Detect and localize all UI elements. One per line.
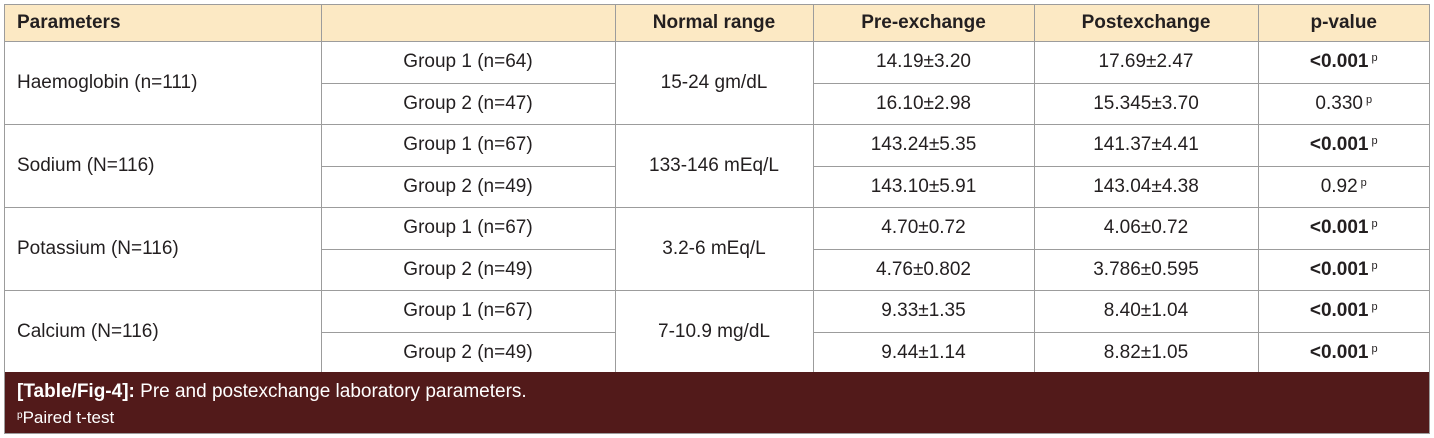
pre-exchange-cell: 14.19±3.20 [812, 41, 1035, 84]
p-value-cell: <0.001 p [1257, 248, 1429, 291]
parameter-cell: Calcium (N=116) [5, 290, 322, 374]
header-row: Parameters Normal range Pre-exchange Pos… [5, 5, 1429, 42]
p-value-cell: <0.001 p [1257, 331, 1429, 374]
caption-label: [Table/Fig-4]: [17, 381, 135, 402]
p-value: <0.001 [1309, 217, 1369, 239]
group-cell: Group 1 (n=67) [320, 207, 616, 250]
group-cell: Group 1 (n=64) [320, 41, 616, 84]
p-value-mark: p [1365, 93, 1373, 106]
p-value-cell: <0.001 p [1257, 124, 1429, 167]
header-normal-range: Normal range [614, 5, 814, 42]
table-row: Sodium (N=116) Group 1 (n=67) 133-146 mE… [5, 124, 1429, 208]
footnote-text: Paired t-test [22, 408, 115, 427]
pre-exchange-cell: 4.70±0.72 [812, 207, 1035, 250]
postexchange-cell: 8.82±1.05 [1033, 331, 1259, 374]
header-p-value: p-value [1257, 5, 1429, 42]
p-value: <0.001 [1309, 51, 1369, 73]
p-value: <0.001 [1309, 300, 1369, 322]
pre-exchange-cell: 16.10±2.98 [812, 82, 1035, 125]
group-cell: Group 2 (n=49) [321, 165, 616, 208]
p-value-cell: 0.330 p [1257, 82, 1429, 125]
normal-range-cell: 15-24 gm/dL [614, 41, 814, 125]
p-value-cell: <0.001 p [1257, 41, 1429, 84]
parameter-cell: Potassium (N=116) [5, 207, 322, 291]
p-value-mark: p [1371, 218, 1378, 231]
p-value: 0.330 [1315, 92, 1363, 114]
p-value: <0.001 [1309, 341, 1369, 363]
header-parameters: Parameters [5, 5, 322, 42]
table-row: Group 2 (n=49) 4.76±0.802 3.786±0.595 <0… [5, 248, 1429, 291]
table-row: Potassium (N=116) Group 1 (n=67) 3.2-6 m… [5, 207, 1429, 291]
p-value-mark: p [1371, 135, 1378, 148]
group-cell: Group 2 (n=47) [321, 82, 616, 125]
p-value: 0.92 [1320, 175, 1358, 197]
parameter-cell: Sodium (N=116) [5, 124, 322, 208]
postexchange-cell: 4.06±0.72 [1033, 207, 1259, 250]
caption-text: Pre and postexchange laboratory paramete… [140, 381, 527, 402]
figure-caption: [Table/Fig-4]: Pre and postexchange labo… [5, 372, 1429, 433]
group-cell: Group 1 (n=67) [320, 290, 616, 333]
group-cell: Group 1 (n=67) [320, 124, 616, 167]
pre-exchange-cell: 9.44±1.14 [812, 331, 1035, 374]
postexchange-cell: 143.04±4.38 [1033, 165, 1259, 208]
header-postexchange: Postexchange [1033, 5, 1259, 42]
p-value-mark: p [1360, 176, 1367, 189]
postexchange-cell: 3.786±0.595 [1033, 248, 1259, 291]
header-group [320, 5, 616, 42]
p-value-mark: p [1371, 52, 1378, 65]
p-value-mark: p [1371, 342, 1378, 355]
p-value-cell: 0.92 p [1257, 165, 1429, 208]
pre-exchange-cell: 9.33±1.35 [812, 290, 1035, 333]
normal-range-cell: 133-146 mEq/L [614, 124, 814, 208]
normal-range-cell: 3.2-6 mEq/L [614, 207, 814, 291]
footnote-line: pPaired t-test [17, 404, 1417, 430]
group-cell: Group 2 (n=49) [321, 331, 616, 374]
table-row: Calcium (N=116) Group 1 (n=67) 7-10.9 mg… [5, 290, 1429, 374]
postexchange-cell: 17.69±2.47 [1033, 41, 1259, 84]
caption-line: [Table/Fig-4]: Pre and postexchange labo… [17, 380, 1417, 404]
pre-exchange-cell: 143.24±5.35 [812, 124, 1035, 167]
p-value-cell: <0.001 p [1257, 290, 1429, 333]
postexchange-cell: 8.40±1.04 [1033, 290, 1259, 333]
pre-exchange-cell: 143.10±5.91 [812, 165, 1035, 208]
group-cell: Group 2 (n=49) [321, 248, 616, 291]
p-value-mark: p [1371, 259, 1378, 272]
lab-parameters-table: Parameters Normal range Pre-exchange Pos… [5, 5, 1429, 374]
header-pre-exchange: Pre-exchange [812, 5, 1035, 42]
table-figure: Parameters Normal range Pre-exchange Pos… [4, 4, 1430, 434]
footnote-mark: p [17, 410, 23, 421]
postexchange-cell: 141.37±4.41 [1033, 124, 1259, 167]
table-row: Haemoglobin (n=111) Group 1 (n=64) 15-24… [5, 41, 1429, 125]
normal-range-cell: 7-10.9 mg/dL [614, 290, 814, 374]
pre-exchange-cell: 4.76±0.802 [812, 248, 1035, 291]
postexchange-cell: 15.345±3.70 [1033, 82, 1259, 125]
parameter-cell: Haemoglobin (n=111) [5, 41, 322, 125]
p-value-mark: p [1371, 301, 1378, 314]
p-value-cell: <0.001 p [1257, 207, 1429, 250]
p-value: <0.001 [1309, 258, 1369, 280]
p-value: <0.001 [1309, 134, 1369, 156]
